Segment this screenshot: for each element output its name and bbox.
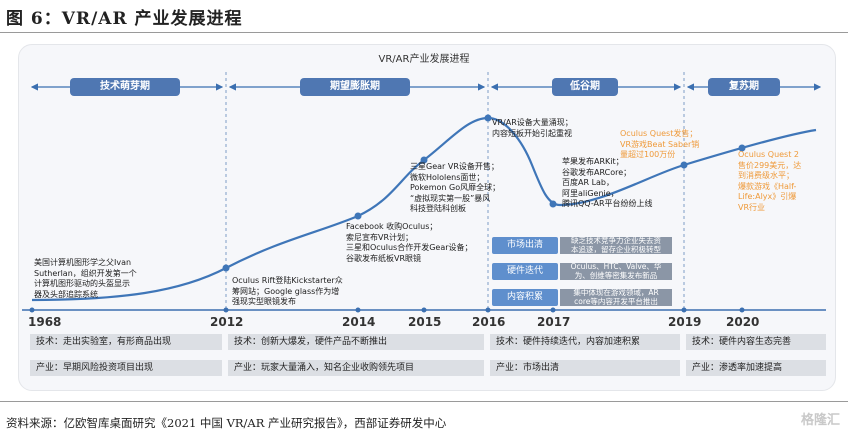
year-1968: 1968 — [28, 315, 62, 329]
industry-row-recovery: 产业：渗透率加速提高 — [686, 360, 826, 376]
annotation-2016: VR/AR设备大量涌现； 内容短板开始引起重视 — [492, 118, 573, 138]
annotation-2012: Oculus Rift登陆Kickstarter众 筹网站；Google gla… — [232, 276, 343, 306]
diagram-title: VR/AR产业发展进程 — [378, 54, 470, 65]
phase-label-recovery: 复苏期 — [708, 78, 780, 96]
industry-row-emerging: 产业：早期风险投资项目出现 — [30, 360, 222, 376]
annotation-2019: Oculus Quest发售； VR游戏Beat Saber销 量超过100万份 — [620, 129, 700, 159]
industry-row-hype: 产业：玩家大量涌入，知名企业收购领先项目 — [228, 360, 484, 376]
annotation-2017: 苹果发布ARKit； 谷歌发布ARCore； 百度AR Lab， 阿里aliGe… — [562, 157, 653, 208]
year-2019: 2019 — [668, 315, 702, 329]
industry-row-trough: 产业：市场出清 — [490, 360, 680, 376]
annotation-2014: Facebook 收购Oculus； 索尼宣布VR计划； 三星和Oculus合作… — [346, 222, 473, 263]
curve-point-2014 — [354, 212, 362, 220]
tag-market-clearing: 市场出清 — [492, 237, 558, 254]
tag-content-accumulation: 内容积累 — [492, 289, 558, 306]
source-note: 资料来源：亿欧智库桌面研究《2021 中国 VR/AR 产业研究报告》，西部证券… — [6, 416, 447, 430]
curve-point-2016 — [484, 114, 492, 122]
annotation-2015: 三星Gear VR设备开售； 微软Hololens面世； Pokemon Go风… — [410, 162, 501, 213]
year-2015: 2015 — [408, 315, 442, 329]
phase-label-trough: 低谷期 — [552, 78, 618, 96]
curve-point-2015 — [420, 156, 428, 164]
tech-row-emerging: 技术：走出实验室，有形商品出现 — [30, 334, 222, 350]
tag-hardware-iteration: 硬件迭代 — [492, 263, 558, 280]
title-divider — [0, 32, 848, 33]
tech-row-hype: 技术：创新大爆发，硬件产品不断推出 — [228, 334, 484, 350]
annotation-2020: Oculus Quest 2 售价299美元，达 到消费级水平； 爆款游戏《Ha… — [738, 150, 802, 212]
phase-label-emerging: 技术萌芽期 — [70, 78, 180, 96]
phase-label-hype: 期望膨胀期 — [300, 78, 410, 96]
curve-point-2019 — [680, 161, 688, 169]
year-2020: 2020 — [726, 315, 760, 329]
year-2017: 2017 — [537, 315, 571, 329]
watermark-logo: 格隆汇 — [800, 413, 840, 428]
year-2016: 2016 — [472, 315, 506, 329]
tag-hardware-iteration-desc: Oculus、HTC、Valve、华 为、创维等密集发布新品 — [560, 262, 672, 280]
source-divider — [0, 401, 848, 402]
figure-title: 图 6：VR/AR 产业发展进程 — [6, 9, 243, 29]
diagram-panel — [18, 44, 836, 391]
curve-point-2020 — [738, 144, 746, 152]
tag-market-clearing-desc: 缺乏技术竞争力企业失去资 本追逐，留存企业积极转型 — [560, 236, 672, 254]
curve-point-2012 — [222, 264, 230, 272]
tech-row-recovery: 技术：硬件内容生态完善 — [686, 334, 826, 350]
tag-content-accumulation-desc: 集中体现在游戏领域，AR core等内容开发平台推出 — [560, 288, 672, 306]
tech-row-trough: 技术：硬件持续迭代，内容加速积累 — [490, 334, 680, 350]
year-2012: 2012 — [210, 315, 244, 329]
curve-point-2017 — [549, 200, 557, 208]
annotation-1968: 美国计算机图形学之父Ivan Sutherlan，组织开发第一个 计算机图形驱动… — [34, 258, 137, 299]
year-2014: 2014 — [342, 315, 376, 329]
